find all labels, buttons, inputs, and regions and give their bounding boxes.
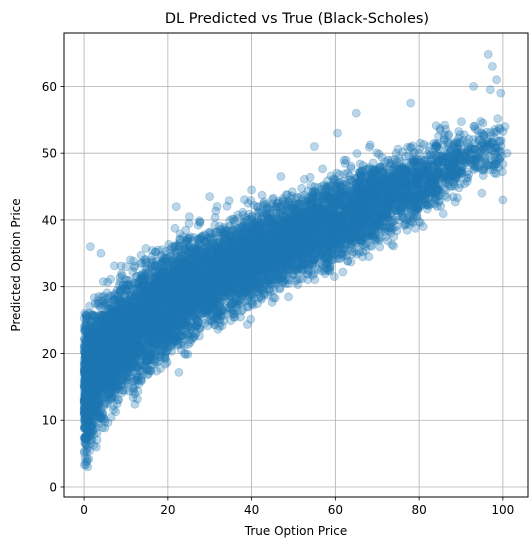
data-point	[494, 115, 502, 123]
chart-title: DL Predicted vs True (Black-Scholes)	[165, 11, 429, 27]
data-point	[117, 262, 125, 270]
data-point	[347, 258, 355, 266]
data-points	[80, 50, 511, 471]
data-point	[175, 368, 183, 376]
data-point	[294, 281, 302, 289]
data-point	[376, 243, 384, 251]
